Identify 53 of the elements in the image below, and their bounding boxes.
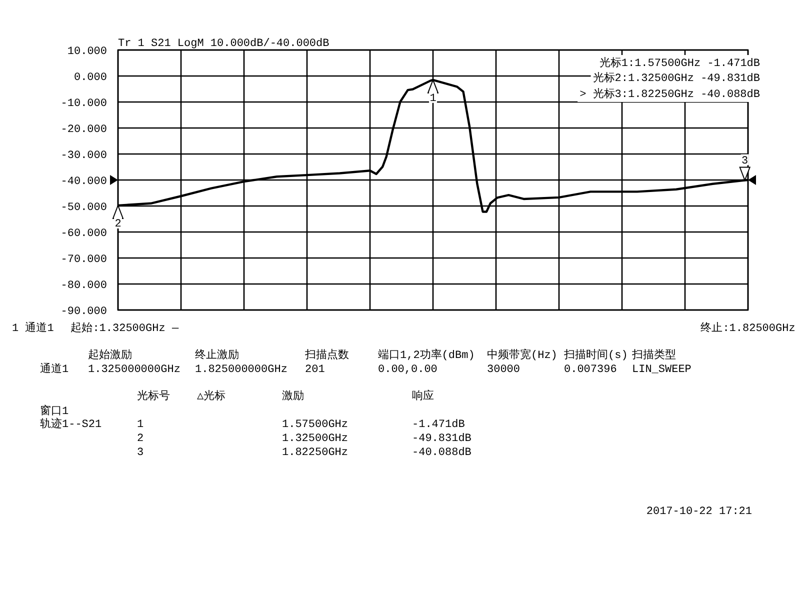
- annotation: 3: [742, 155, 748, 168]
- text: —: [171, 323, 179, 335]
- text: 中频带宽(Hz): [487, 348, 558, 362]
- annotation: 光标2:1.32500GHz -49.831dB: [592, 71, 760, 85]
- text: 1 通道1: [12, 321, 54, 335]
- text: -1.471dB: [412, 419, 466, 431]
- text: 通道1: [40, 362, 69, 376]
- text: 201: [305, 364, 326, 376]
- text: 0.007396: [564, 364, 617, 376]
- y-tick-label: -90.000: [60, 306, 107, 318]
- text: 3: [137, 447, 144, 459]
- text: 起始激励: [88, 349, 132, 362]
- text: 0.00,0.00: [378, 364, 438, 376]
- x-tick-label: 起始:1.32500GHz: [70, 322, 166, 335]
- text: 响应: [412, 389, 434, 403]
- annotation: > 光标3:1.82250GHz -40.088dB: [580, 87, 760, 101]
- annotation: 2: [114, 218, 122, 230]
- text: 1.57500GHz: [282, 419, 348, 431]
- y-tick-label: -60.000: [60, 228, 107, 240]
- text: 1.825000000GHz: [195, 364, 288, 376]
- y-tick-label: -20.000: [60, 124, 107, 136]
- text: 2: [137, 433, 144, 445]
- text: 窗口1: [40, 404, 69, 418]
- text: 终止激励: [195, 348, 239, 362]
- y-tick-label: 10.000: [67, 46, 107, 58]
- text: 扫描时间(s): [563, 348, 628, 362]
- text: 1.82250GHz: [282, 447, 348, 459]
- text: -40.088dB: [412, 447, 472, 459]
- y-tick-label: -50.000: [60, 202, 107, 214]
- y-tick-label: 0.000: [74, 72, 107, 84]
- y-tick-label: -10.000: [60, 98, 107, 110]
- text: 轨迹1--S21: [40, 417, 102, 431]
- text: △光标: [197, 389, 226, 403]
- text: 30000: [487, 364, 520, 376]
- text: -49.831dB: [412, 433, 472, 445]
- x-tick-label: 终止:1.82500GHz: [700, 321, 796, 335]
- text: 扫描点数: [304, 348, 349, 362]
- y-tick-label: -70.000: [60, 254, 107, 266]
- text: 1: [137, 419, 144, 431]
- annotation: 1: [430, 92, 437, 105]
- text: 1.32500GHz: [282, 433, 348, 445]
- text: LIN_SWEEP: [632, 364, 692, 376]
- chart-title: Tr 1 S21 LogM 10.000dB/-40.000dB: [118, 38, 330, 50]
- text: 光标号: [137, 389, 170, 403]
- text: 激励: [282, 390, 304, 403]
- annotation: 光标1:1.57500GHz -1.471dB: [599, 56, 760, 70]
- text: 2017-10-22 17:21: [646, 506, 752, 518]
- text: 扫描类型: [631, 348, 676, 362]
- y-tick-label: -30.000: [60, 150, 107, 162]
- y-tick-label: -40.000: [60, 176, 107, 188]
- text: 1.325000000GHz: [88, 364, 180, 376]
- y-tick-label: -80.000: [60, 280, 107, 292]
- text: 端口1,2功率(dBm): [378, 348, 475, 362]
